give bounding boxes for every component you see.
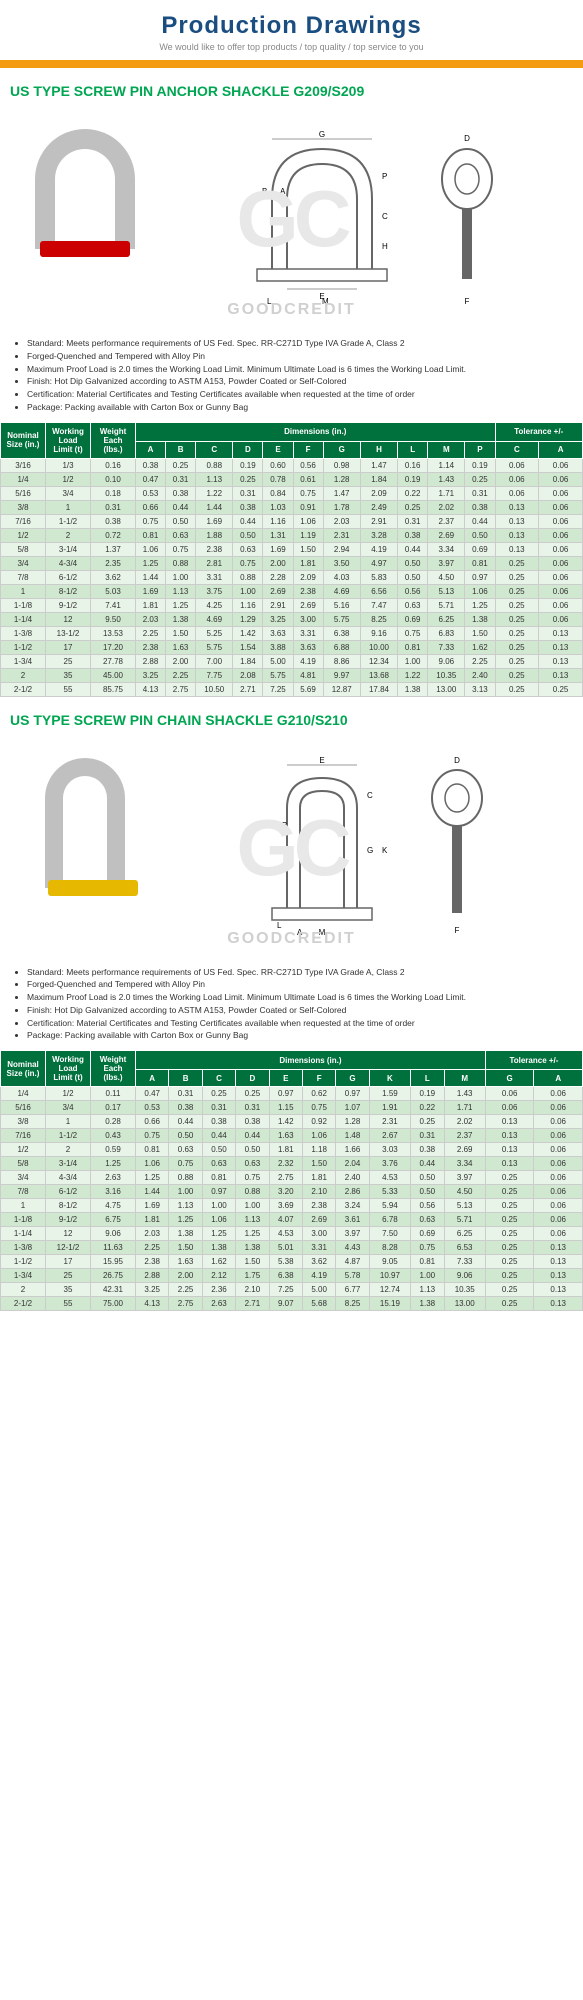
table-row: 5/163/40.180.530.381.220.310.840.751.472… — [1, 486, 583, 500]
svg-text:A: A — [280, 187, 286, 196]
table-row: 23542.313.252.252.362.107.255.006.7712.7… — [1, 1283, 583, 1297]
section2: US TYPE SCREW PIN CHAIN SHACKLE G210/S21… — [0, 697, 583, 1312]
bullet-item: Package: Packing available with Carton B… — [27, 401, 568, 414]
table-row: 3/810.280.660.440.380.381.420.921.282.31… — [1, 1115, 583, 1129]
table-row: 5/163/40.170.530.380.310.311.150.751.071… — [1, 1101, 583, 1115]
section1-bullets: Standard: Meets performance requirements… — [0, 329, 583, 422]
svg-text:K: K — [382, 846, 388, 855]
section2-diagrams: GC E CGK BA ML D F GOODCREDIT — [0, 738, 583, 958]
page-title: Production Drawings — [0, 12, 583, 40]
page-subtitle: We would like to offer top products / to… — [0, 42, 583, 52]
svg-text:D: D — [464, 134, 470, 143]
bullet-item: Standard: Meets performance requirements… — [27, 337, 568, 350]
table-row: 3/161/30.160.380.250.880.190.600.560.981… — [1, 458, 583, 472]
product-photo-1 — [10, 129, 160, 309]
tech-drawing-2: E CGK BA ML D F — [160, 753, 573, 943]
table-row: 2-1/25585.754.132.7510.502.717.255.6912.… — [1, 682, 583, 696]
svg-text:F: F — [454, 926, 459, 935]
table-row: 1-3/812-1/211.632.251.501.381.385.013.31… — [1, 1241, 583, 1255]
table-row: 1-1/4129.502.031.384.691.293.253.005.758… — [1, 612, 583, 626]
bullet-item: Standard: Meets performance requirements… — [27, 966, 568, 979]
section2-table: Nominal Size (in.)Working Load Limit (t)… — [0, 1050, 583, 1311]
table-row: 1/220.720.810.631.880.501.311.192.313.28… — [1, 528, 583, 542]
svg-text:F: F — [464, 297, 469, 306]
table-row: 1-3/42527.782.882.007.001.845.004.198.86… — [1, 654, 583, 668]
table-row: 1-1/21715.952.381.631.621.505.383.624.87… — [1, 1255, 583, 1269]
bullet-item: Maximum Proof Load is 2.0 times the Work… — [27, 991, 568, 1004]
table-row: 18-1/25.031.691.133.751.002.692.384.696.… — [1, 584, 583, 598]
svg-text:E: E — [319, 756, 324, 765]
section1: US TYPE SCREW PIN ANCHOR SHACKLE G209/S2… — [0, 68, 583, 697]
product-photo-2 — [10, 758, 160, 938]
table-row: 5/83-1/41.371.060.752.380.631.691.502.94… — [1, 542, 583, 556]
bullet-item: Certification: Material Certificates and… — [27, 388, 568, 401]
tech-drawing-1: G E PCH LM BA D F — [160, 129, 573, 309]
svg-text:C: C — [367, 791, 373, 800]
section2-bullets: Standard: Meets performance requirements… — [0, 958, 583, 1051]
section1-title: US TYPE SCREW PIN ANCHOR SHACKLE G209/S2… — [0, 68, 583, 109]
table-row: 23545.003.252.257.752.085.754.819.9713.6… — [1, 668, 583, 682]
table-row: 3/810.310.660.441.440.381.030.911.782.49… — [1, 500, 583, 514]
bullet-item: Finish: Hot Dip Galvanized according to … — [27, 1004, 568, 1017]
bullet-item: Certification: Material Certificates and… — [27, 1017, 568, 1030]
bullet-item: Forged-Quenched and Tempered with Alloy … — [27, 978, 568, 991]
bullet-item: Forged-Quenched and Tempered with Alloy … — [27, 350, 568, 363]
table-row: 2-1/25575.004.132.752.632.719.075.688.25… — [1, 1297, 583, 1311]
svg-text:D: D — [454, 756, 460, 765]
table-row: 1-1/89-1/27.411.811.254.251.162.912.695.… — [1, 598, 583, 612]
table-row: 1-1/21717.202.381.635.751.543.883.636.88… — [1, 640, 583, 654]
bullet-item: Package: Packing available with Carton B… — [27, 1029, 568, 1042]
table-row: 1/220.590.810.630.500.501.811.181.663.03… — [1, 1143, 583, 1157]
table-row: 1/41/20.100.470.311.130.250.780.611.281.… — [1, 472, 583, 486]
page-header: Production Drawings We would like to off… — [0, 0, 583, 68]
table-row: 18-1/24.751.691.131.001.003.692.383.245.… — [1, 1199, 583, 1213]
svg-text:C: C — [382, 212, 388, 221]
svg-text:B: B — [282, 821, 287, 830]
svg-text:G: G — [318, 130, 324, 139]
section2-title: US TYPE SCREW PIN CHAIN SHACKLE G210/S21… — [0, 697, 583, 738]
table-row: 1-3/813-1/213.532.251.505.251.423.633.31… — [1, 626, 583, 640]
table-row: 1-1/89-1/26.751.811.251.061.134.072.693.… — [1, 1213, 583, 1227]
table-row: 7/161-1/20.430.750.500.440.441.631.061.4… — [1, 1129, 583, 1143]
svg-text:G: G — [367, 846, 373, 855]
section1-diagrams: GC G E PCH LM BA D F GOODCREDIT — [0, 109, 583, 329]
table-row: 3/44-3/42.631.250.880.810.752.751.812.40… — [1, 1171, 583, 1185]
svg-text:P: P — [382, 172, 387, 181]
table-row: 3/44-3/42.351.250.882.810.752.001.813.50… — [1, 556, 583, 570]
table-row: 1/41/20.110.470.310.250.250.970.620.971.… — [1, 1087, 583, 1101]
section1-table: Nominal Size (in.)Working Load Limit (t)… — [0, 422, 583, 697]
bullet-item: Maximum Proof Load is 2.0 times the Work… — [27, 363, 568, 376]
table-row: 5/83-1/41.251.060.750.630.632.321.502.04… — [1, 1157, 583, 1171]
table-row: 7/86-1/23.161.441.000.970.883.202.102.86… — [1, 1185, 583, 1199]
svg-text:B: B — [262, 187, 267, 196]
table-row: 7/86-1/23.621.441.003.310.882.282.094.03… — [1, 570, 583, 584]
watermark-text: GOODCREDIT — [227, 301, 355, 319]
table-row: 7/161-1/20.380.750.501.690.441.161.062.0… — [1, 514, 583, 528]
svg-text:L: L — [277, 921, 282, 930]
table-row: 1-1/4129.062.031.381.251.254.533.003.977… — [1, 1227, 583, 1241]
bullet-item: Finish: Hot Dip Galvanized according to … — [27, 375, 568, 388]
watermark-text: GOODCREDIT — [227, 930, 355, 948]
table-row: 1-3/42526.752.882.002.121.756.384.195.78… — [1, 1269, 583, 1283]
svg-text:H: H — [382, 242, 388, 251]
